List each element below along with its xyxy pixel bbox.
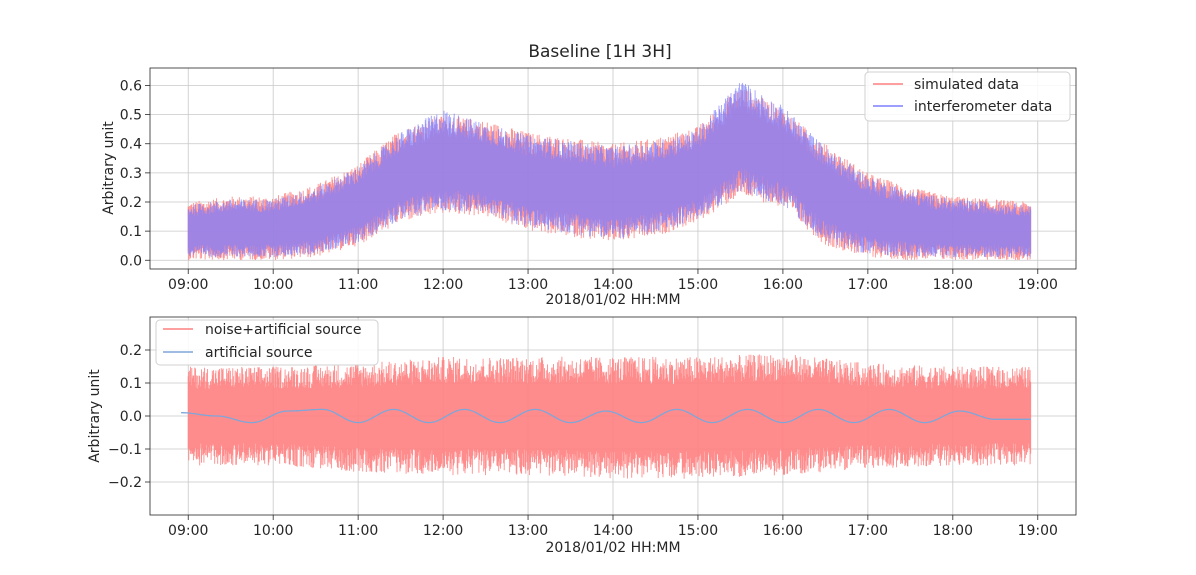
top-y-tick-label: 0.5	[120, 108, 142, 124]
bottom-y-axis-label: Arbitrary unit	[87, 369, 103, 463]
top-y-tick-label: 0.4	[120, 137, 142, 153]
legend-label-artificial-source: artificial source	[205, 345, 313, 361]
bottom-series	[181, 354, 1032, 479]
top-y-tick-label: 0.2	[120, 195, 142, 211]
legend-label-simulated-data: simulated data	[914, 77, 1019, 93]
bottom-x-axis-label: 2018/01/02 HH:MM	[545, 540, 680, 556]
top-y-tick-label: 0.6	[120, 78, 142, 94]
legend-label-noise-artificial-source: noise+artificial source	[205, 322, 362, 338]
series-artificial-source	[181, 408, 1031, 424]
bot-y-tick-label: 0.2	[120, 343, 142, 359]
top-x-tick-label: 12:00	[423, 277, 463, 293]
bot-x-tick-label: 18:00	[933, 523, 973, 539]
bot-y-tick-label: 0.1	[120, 376, 142, 392]
bot-x-tick-label: 19:00	[1018, 523, 1058, 539]
series-noise-artificial-source	[187, 354, 1032, 479]
top-x-tick-label: 14:00	[593, 277, 633, 293]
bottom-y-ticks: −0.2 −0.1 0.0 0.1 0.2	[108, 343, 150, 491]
top-x-tick-label: 11:00	[338, 277, 378, 293]
bottom-legend-box	[155, 319, 379, 366]
bot-x-tick-label: 15:00	[678, 523, 718, 539]
bot-x-tick-label: 17:00	[848, 523, 888, 539]
series-interferometer-data	[187, 82, 1032, 258]
top-y-tick-label: 0.3	[120, 166, 142, 182]
bottom-legend: noise+artificial source artificial sourc…	[155, 319, 379, 366]
bot-y-tick-label: −0.1	[108, 442, 142, 458]
bot-x-tick-label: 13:00	[508, 523, 548, 539]
top-x-tick-label: 15:00	[678, 277, 718, 293]
bot-y-tick-label: −0.2	[108, 475, 142, 491]
top-legend-box	[864, 71, 1071, 122]
top-x-tick-label: 16:00	[763, 277, 803, 293]
chart-title: Baseline [1H 3H]	[528, 42, 671, 62]
bottom-x-ticks: 09:00 10:00 11:00 12:00 13:00 14:00 15:00 16:00…	[168, 515, 1058, 539]
top-y-tick-label: 0.1	[120, 224, 142, 240]
bot-x-tick-label: 16:00	[763, 523, 803, 539]
bot-x-tick-label: 14:00	[593, 523, 633, 539]
top-x-axis-label: 2018/01/02 HH:MM	[545, 292, 680, 308]
top-y-axis-label: Arbitrary unit	[101, 121, 117, 215]
top-x-tick-label: 13:00	[508, 277, 548, 293]
bot-x-tick-label: 11:00	[338, 523, 378, 539]
top-x-tick-label: 09:00	[168, 277, 208, 293]
legend-label-interferometer-data: interferometer data	[914, 99, 1052, 115]
top-x-tick-label: 18:00	[933, 277, 973, 293]
bot-x-tick-label: 10:00	[253, 523, 293, 539]
top-y-tick-label: 0.0	[120, 253, 142, 269]
top-legend: simulated data interferometer data	[864, 71, 1071, 122]
top-x-ticks: 09:00 10:00 11:00 12:00 13:00 14:00 15:00 16:00…	[168, 269, 1058, 293]
top-panel: Baseline [1H 3H] 09:00 10:00 11:00 12:00 13:…	[101, 42, 1077, 308]
top-series	[187, 82, 1032, 261]
top-x-tick-label: 19:00	[1018, 277, 1058, 293]
bot-y-tick-label: 0.0	[120, 409, 142, 425]
bot-x-tick-label: 09:00	[168, 523, 208, 539]
top-x-tick-label: 10:00	[253, 277, 293, 293]
top-y-ticks: 0.0 0.1 0.2 0.3 0.4 0.5 0.6	[120, 78, 150, 269]
bot-x-tick-label: 12:00	[423, 523, 463, 539]
bottom-panel: 09:00 10:00 11:00 12:00 13:00 14:00 15:00 16:00…	[87, 316, 1077, 556]
top-x-tick-label: 17:00	[848, 277, 888, 293]
